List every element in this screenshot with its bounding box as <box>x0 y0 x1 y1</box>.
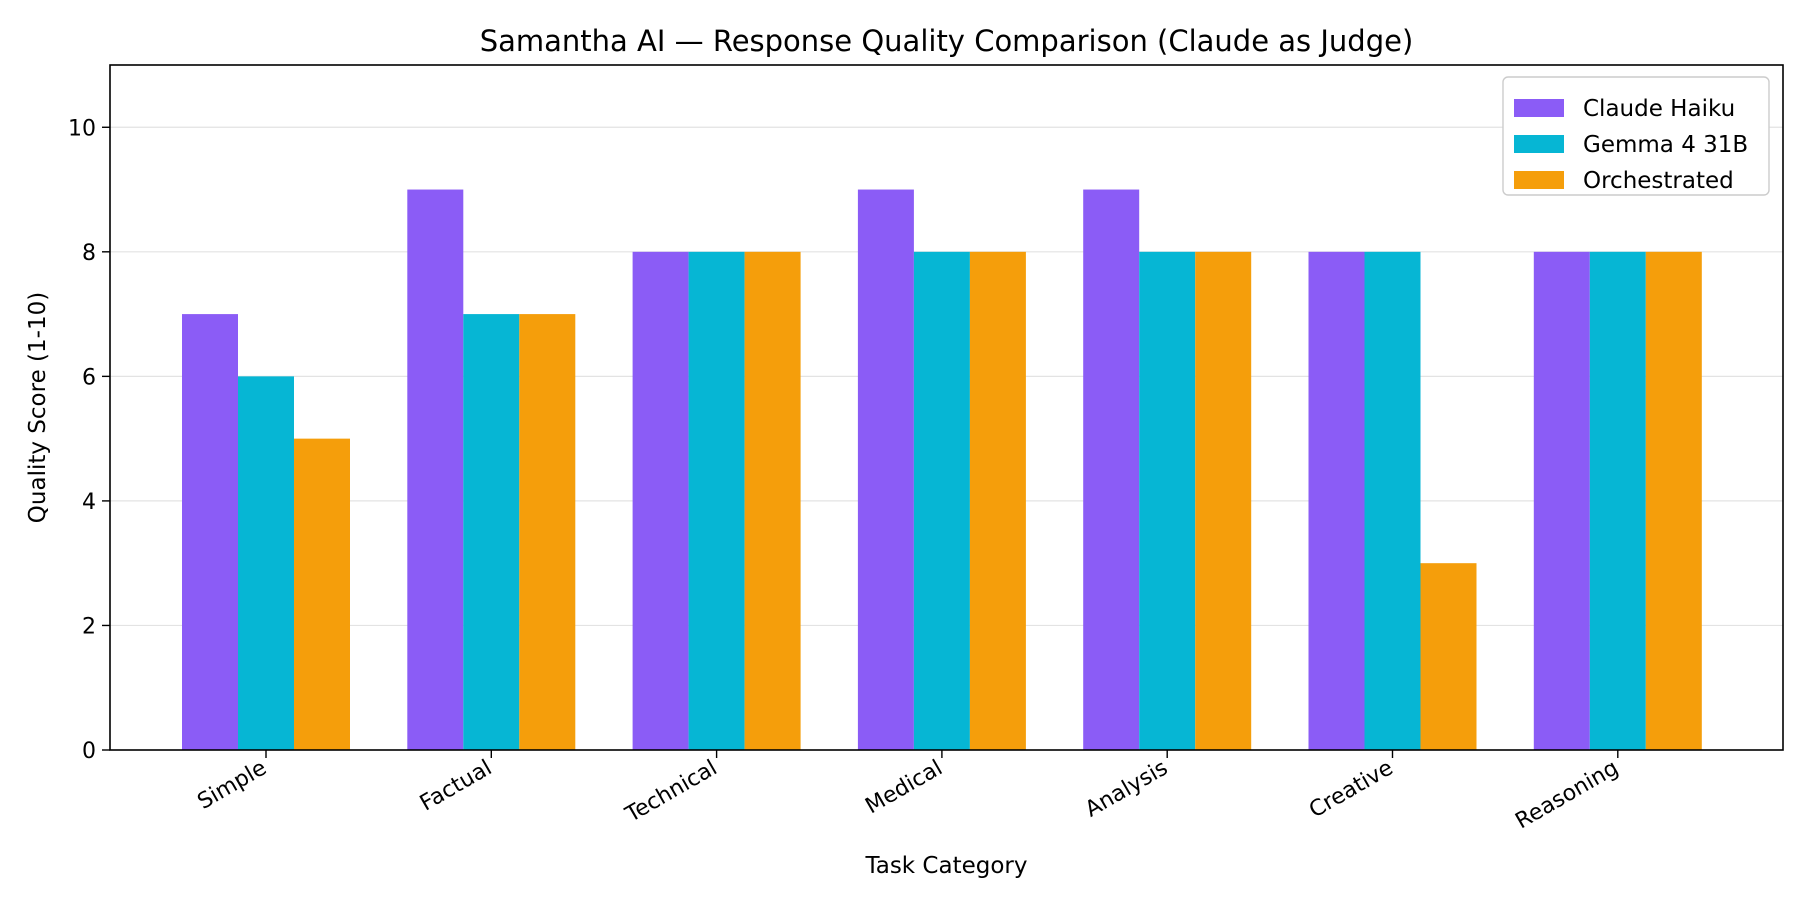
bar-orchestrated-medical <box>969 251 1026 750</box>
x-tick-label-medical: Medical <box>861 756 947 820</box>
bar-orchestrated-simple <box>294 438 350 750</box>
x-tick-label-simple: Simple <box>193 756 271 815</box>
x-tick-label-analysis: Analysis <box>1081 756 1172 823</box>
bar-orchestrated-technical <box>744 251 801 750</box>
bar-gemma-4-31b-reasoning <box>1589 251 1646 750</box>
bar-claude-haiku-reasoning <box>1533 251 1590 750</box>
bar-claude-haiku-analysis <box>1083 189 1140 750</box>
legend-label-claude-haiku: Claude Haiku <box>1583 96 1735 122</box>
y-tick-label: 8 <box>82 241 96 266</box>
bar-gemma-4-31b-factual <box>463 314 520 750</box>
x-tick-label-factual: Factual <box>416 756 496 817</box>
legend-box <box>1502 76 1770 196</box>
legend-swatch-gemma-4-31b <box>1514 135 1564 153</box>
bar-gemma-4-31b-medical <box>913 251 970 750</box>
bars <box>182 189 1702 750</box>
chart-title: Samantha AI — Response Quality Compariso… <box>480 24 1414 58</box>
bar-orchestrated-factual <box>519 314 576 750</box>
x-tick-label-technical: Technical <box>621 756 722 829</box>
y-tick-label: 0 <box>82 739 96 764</box>
bar-orchestrated-creative <box>1420 563 1477 750</box>
bar-claude-haiku-medical <box>857 189 914 750</box>
bar-gemma-4-31b-analysis <box>1139 251 1196 750</box>
y-tick-label: 6 <box>82 365 96 390</box>
bar-claude-haiku-creative <box>1308 251 1365 750</box>
y-tick-label: 4 <box>82 490 96 515</box>
x-axis-ticks: Simple Factual Technical Medical Analysis Cre… <box>193 750 1623 835</box>
bar-orchestrated-analysis <box>1195 251 1252 750</box>
y-axis-ticks: 0 2 4 6 8 10 <box>68 116 110 764</box>
bar-claude-haiku-factual <box>407 189 464 750</box>
y-tick-label: 10 <box>68 116 96 141</box>
y-axis-label: Quality Score (1-10) <box>25 292 51 523</box>
x-tick-label-creative: Creative <box>1305 756 1397 824</box>
legend: Claude Haiku Gemma 4 31B Orchestrated <box>1502 76 1770 196</box>
plot-frame <box>109 64 1784 751</box>
legend-swatch-orchestrated <box>1514 171 1564 189</box>
x-tick-label-reasoning: Reasoning <box>1511 756 1622 835</box>
y-tick-label: 2 <box>82 614 96 639</box>
bar-orchestrated-reasoning <box>1645 251 1702 750</box>
bar-gemma-4-31b-simple <box>238 376 294 750</box>
legend-label-gemma-4-31b: Gemma 4 31B <box>1583 132 1748 158</box>
legend-label-orchestrated: Orchestrated <box>1583 168 1734 194</box>
bar-claude-haiku-simple <box>182 314 238 750</box>
bar-claude-haiku-technical <box>632 251 689 750</box>
legend-swatch-claude-haiku <box>1514 99 1564 117</box>
x-axis-label: Task Category <box>864 853 1027 879</box>
bar-gemma-4-31b-creative <box>1364 251 1421 750</box>
bar-gemma-4-31b-technical <box>688 251 745 750</box>
